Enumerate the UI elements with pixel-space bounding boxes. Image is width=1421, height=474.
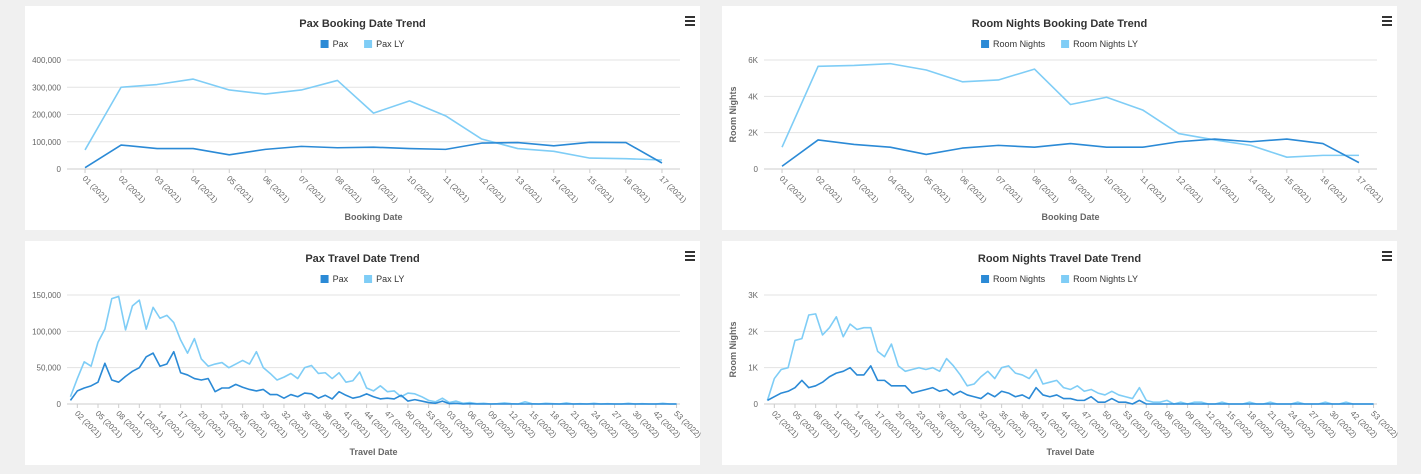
y-tick-label: 200,000 bbox=[32, 111, 61, 120]
legend-swatch bbox=[1061, 275, 1070, 283]
y-tick-label: 2K bbox=[748, 327, 758, 336]
legend-label: Room Nights LY bbox=[1073, 39, 1138, 49]
series-line bbox=[84, 141, 663, 169]
menu-bar bbox=[685, 20, 695, 22]
panel-background bbox=[722, 6, 1397, 230]
y-tick-label: 300,000 bbox=[32, 83, 61, 92]
series-line bbox=[781, 138, 1360, 167]
menu-bar bbox=[685, 16, 695, 18]
legend-swatch bbox=[364, 275, 373, 283]
legend: Room Nights Room Nights LY bbox=[981, 39, 1138, 49]
y-tick-label: 2K bbox=[748, 129, 758, 138]
menu-button[interactable] bbox=[685, 251, 695, 261]
y-tick-label: 3K bbox=[748, 291, 758, 300]
x-axis-title: Travel Date bbox=[349, 447, 397, 457]
legend-label: Room Nights bbox=[993, 274, 1046, 284]
legend: Pax Pax LY bbox=[320, 274, 404, 284]
legend-swatch bbox=[320, 40, 329, 48]
y-tick-label: 0 bbox=[57, 400, 62, 409]
chart-title: Pax Booking Date Trend bbox=[299, 18, 426, 30]
legend-swatch bbox=[320, 275, 329, 283]
menu-bar bbox=[1382, 20, 1392, 22]
legend-label: Pax bbox=[333, 39, 349, 49]
chart-title: Pax Travel Date Trend bbox=[305, 253, 419, 265]
menu-button[interactable] bbox=[1382, 16, 1392, 26]
legend-swatch bbox=[1061, 40, 1070, 48]
menu-bar bbox=[685, 24, 695, 26]
legend-item[interactable]: Pax LY bbox=[364, 274, 404, 284]
menu-bar bbox=[1382, 251, 1392, 253]
menu-bar bbox=[1382, 24, 1392, 26]
legend-item[interactable]: Room Nights bbox=[981, 39, 1046, 49]
legend-swatch bbox=[981, 275, 990, 283]
series-line bbox=[781, 62, 1359, 158]
legend-item[interactable]: Pax LY bbox=[364, 39, 404, 49]
legend-item[interactable]: Pax bbox=[320, 274, 349, 284]
chart-title: Room Nights Booking Date Trend bbox=[972, 18, 1147, 30]
series-line bbox=[69, 350, 677, 405]
panel-background bbox=[25, 6, 700, 230]
y-tick-label: 100,000 bbox=[32, 327, 61, 336]
menu-bar bbox=[1382, 255, 1392, 257]
x-axis-title: Booking Date bbox=[1041, 212, 1099, 222]
menu-button[interactable] bbox=[685, 16, 695, 26]
menu-bar bbox=[1382, 259, 1392, 261]
legend-item[interactable]: Room Nights LY bbox=[1061, 274, 1138, 284]
x-axis-title: Booking Date bbox=[344, 212, 402, 222]
y-tick-label: 400,000 bbox=[32, 56, 61, 65]
legend-label: Pax LY bbox=[376, 274, 404, 284]
y-tick-label: 150,000 bbox=[32, 291, 61, 300]
chart-title: Room Nights Travel Date Trend bbox=[978, 253, 1141, 265]
legend: Room Nights Room Nights LY bbox=[981, 274, 1138, 284]
y-axis-title: Room Nights bbox=[728, 87, 738, 143]
y-tick-label: 50,000 bbox=[37, 364, 62, 373]
panel-background bbox=[25, 241, 700, 465]
series-line bbox=[767, 365, 1374, 405]
y-tick-label: 0 bbox=[754, 400, 759, 409]
menu-button[interactable] bbox=[1382, 251, 1392, 261]
legend: Pax Pax LY bbox=[320, 39, 404, 49]
legend-label: Room Nights LY bbox=[1073, 274, 1138, 284]
legend-item[interactable]: Pax bbox=[320, 39, 349, 49]
panel-background bbox=[722, 241, 1397, 465]
legend-label: Pax LY bbox=[376, 39, 404, 49]
chart-panel: Pax Travel Date Trend Pax Pax LY 0 50,000 100… bbox=[25, 241, 703, 465]
legend-item[interactable]: Room Nights LY bbox=[1061, 39, 1138, 49]
y-tick-label: 0 bbox=[57, 165, 62, 174]
legend-swatch bbox=[364, 40, 373, 48]
y-axis-title: Room Nights bbox=[728, 322, 738, 378]
legend-label: Pax bbox=[333, 274, 349, 284]
legend-swatch bbox=[981, 40, 990, 48]
y-tick-label: 0 bbox=[754, 165, 759, 174]
chart-panel: Pax Booking Date Trend Pax Pax LY 0 100,000 2… bbox=[25, 6, 700, 230]
menu-bar bbox=[685, 259, 695, 261]
menu-bar bbox=[685, 251, 695, 253]
legend-label: Room Nights bbox=[993, 39, 1046, 49]
y-tick-label: 100,000 bbox=[32, 138, 61, 147]
chart-panel: Room Nights Travel Date Trend Room Nights… bbox=[722, 241, 1400, 465]
menu-bar bbox=[685, 255, 695, 257]
x-axis-title: Travel Date bbox=[1046, 447, 1094, 457]
series-line bbox=[766, 313, 1374, 405]
series-line bbox=[84, 78, 663, 161]
legend-item[interactable]: Room Nights bbox=[981, 274, 1046, 284]
chart-panel: Room Nights Booking Date Trend Room Night… bbox=[722, 6, 1397, 230]
y-tick-label: 4K bbox=[748, 92, 758, 101]
menu-bar bbox=[1382, 16, 1392, 18]
y-tick-label: 6K bbox=[748, 56, 758, 65]
y-tick-label: 1K bbox=[748, 364, 758, 373]
